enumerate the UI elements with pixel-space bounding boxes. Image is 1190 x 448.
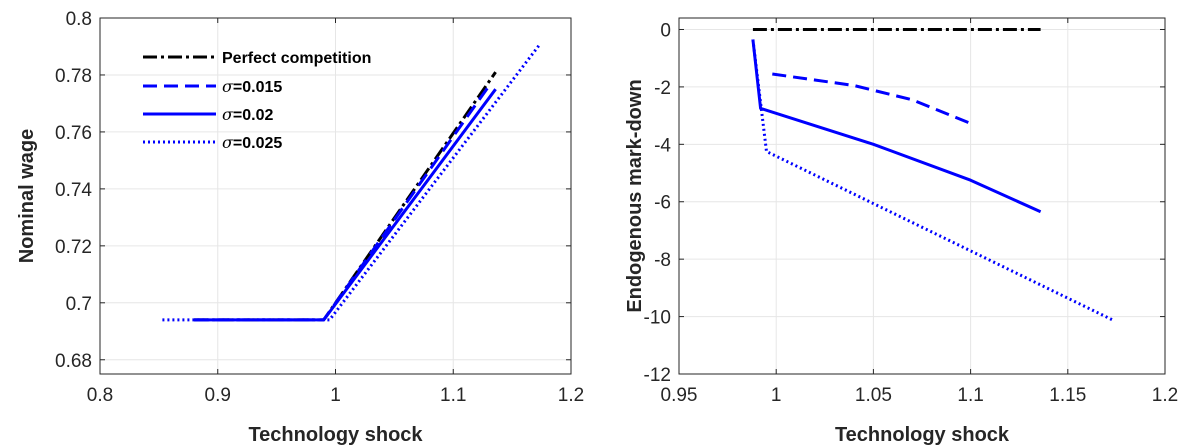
- axes-box: [99, 17, 572, 375]
- legend-label-sigma-002: σ=0.02: [222, 105, 274, 124]
- axes-box: [678, 17, 1166, 375]
- y-tick-label: -10: [644, 308, 671, 329]
- y-tick-label: -12: [644, 365, 671, 386]
- legend-value: =0.015: [233, 79, 282, 96]
- x-tick-label: 0.8: [87, 385, 113, 406]
- series-line-0-015: [772, 72, 974, 126]
- sigma-symbol: σ: [222, 77, 234, 96]
- y-tick-label: 0.78: [55, 66, 92, 87]
- legend-label-sigma-0015: σ=0.015: [222, 77, 282, 96]
- x-tick-label: 1.2: [558, 385, 584, 406]
- legend: Perfect competition σ=0.015 σ=0.02 σ=0.0…: [143, 50, 371, 152]
- x-axis-label: Technology shock: [248, 424, 423, 446]
- x-tick-label: 0.95: [661, 385, 698, 406]
- legend-entry-perfect-competition: Perfect competition: [143, 50, 371, 67]
- x-tick-label: 1: [771, 385, 782, 406]
- x-tick-label: 1.15: [1049, 385, 1086, 406]
- y-tick-label: -8: [654, 250, 671, 271]
- legend-value: =0.02: [233, 107, 274, 124]
- legend-label-sigma-0025: σ=0.025: [222, 133, 282, 152]
- y-tick-label: 0: [660, 20, 671, 41]
- x-tick-label: 0.9: [205, 385, 231, 406]
- x-tick-label: 1.05: [855, 385, 892, 406]
- x-tick-label: 1: [330, 385, 341, 406]
- y-tick-label: 0.68: [55, 351, 92, 372]
- legend-entry-sigma-0025: σ=0.025: [143, 133, 282, 152]
- legend-entry-sigma-0015: σ=0.015: [143, 77, 282, 96]
- y-tick-label: -2: [654, 78, 671, 99]
- y-tick-label: 0.74: [55, 180, 92, 201]
- y-tick-label: 0.8: [66, 9, 92, 30]
- x-tick-label: 1.1: [440, 385, 466, 406]
- y-axis-label: Nominal wage: [16, 129, 38, 263]
- plot-area: [679, 18, 1165, 374]
- y-tick-label: 0.72: [55, 237, 92, 258]
- y-tick-label: -6: [654, 193, 671, 214]
- series-line-0-025: [162, 42, 542, 322]
- y-axis-label: Endogenous mark-down: [624, 79, 646, 312]
- legend-value: =0.025: [233, 135, 282, 152]
- x-tick-label: 1.2: [1152, 385, 1178, 406]
- series-line-0-025: [751, 39, 1116, 323]
- x-tick-label: 1.1: [957, 385, 983, 406]
- legend-label-perfect-competition: Perfect competition: [222, 50, 371, 67]
- mark-down-chart: 0.95 1 1.05 1.1 1.15 1.2 -12 -10 -8 -6 -4 -2 0 Techno…: [624, 17, 1178, 446]
- sigma-symbol: σ: [222, 105, 234, 124]
- sigma-symbol: σ: [222, 133, 234, 152]
- y-tick-label: 0.76: [55, 123, 92, 144]
- legend-entry-sigma-002: σ=0.02: [143, 105, 274, 124]
- nominal-wage-chart: 0.8 0.9 1 1.1 1.2 0.68 0.7 0.72 0.74 0.76 0.78 0.8 T…: [16, 9, 584, 446]
- x-axis-label: Technology shock: [835, 424, 1010, 446]
- y-tick-label: -4: [654, 135, 671, 156]
- y-tick-label: 0.7: [66, 294, 92, 315]
